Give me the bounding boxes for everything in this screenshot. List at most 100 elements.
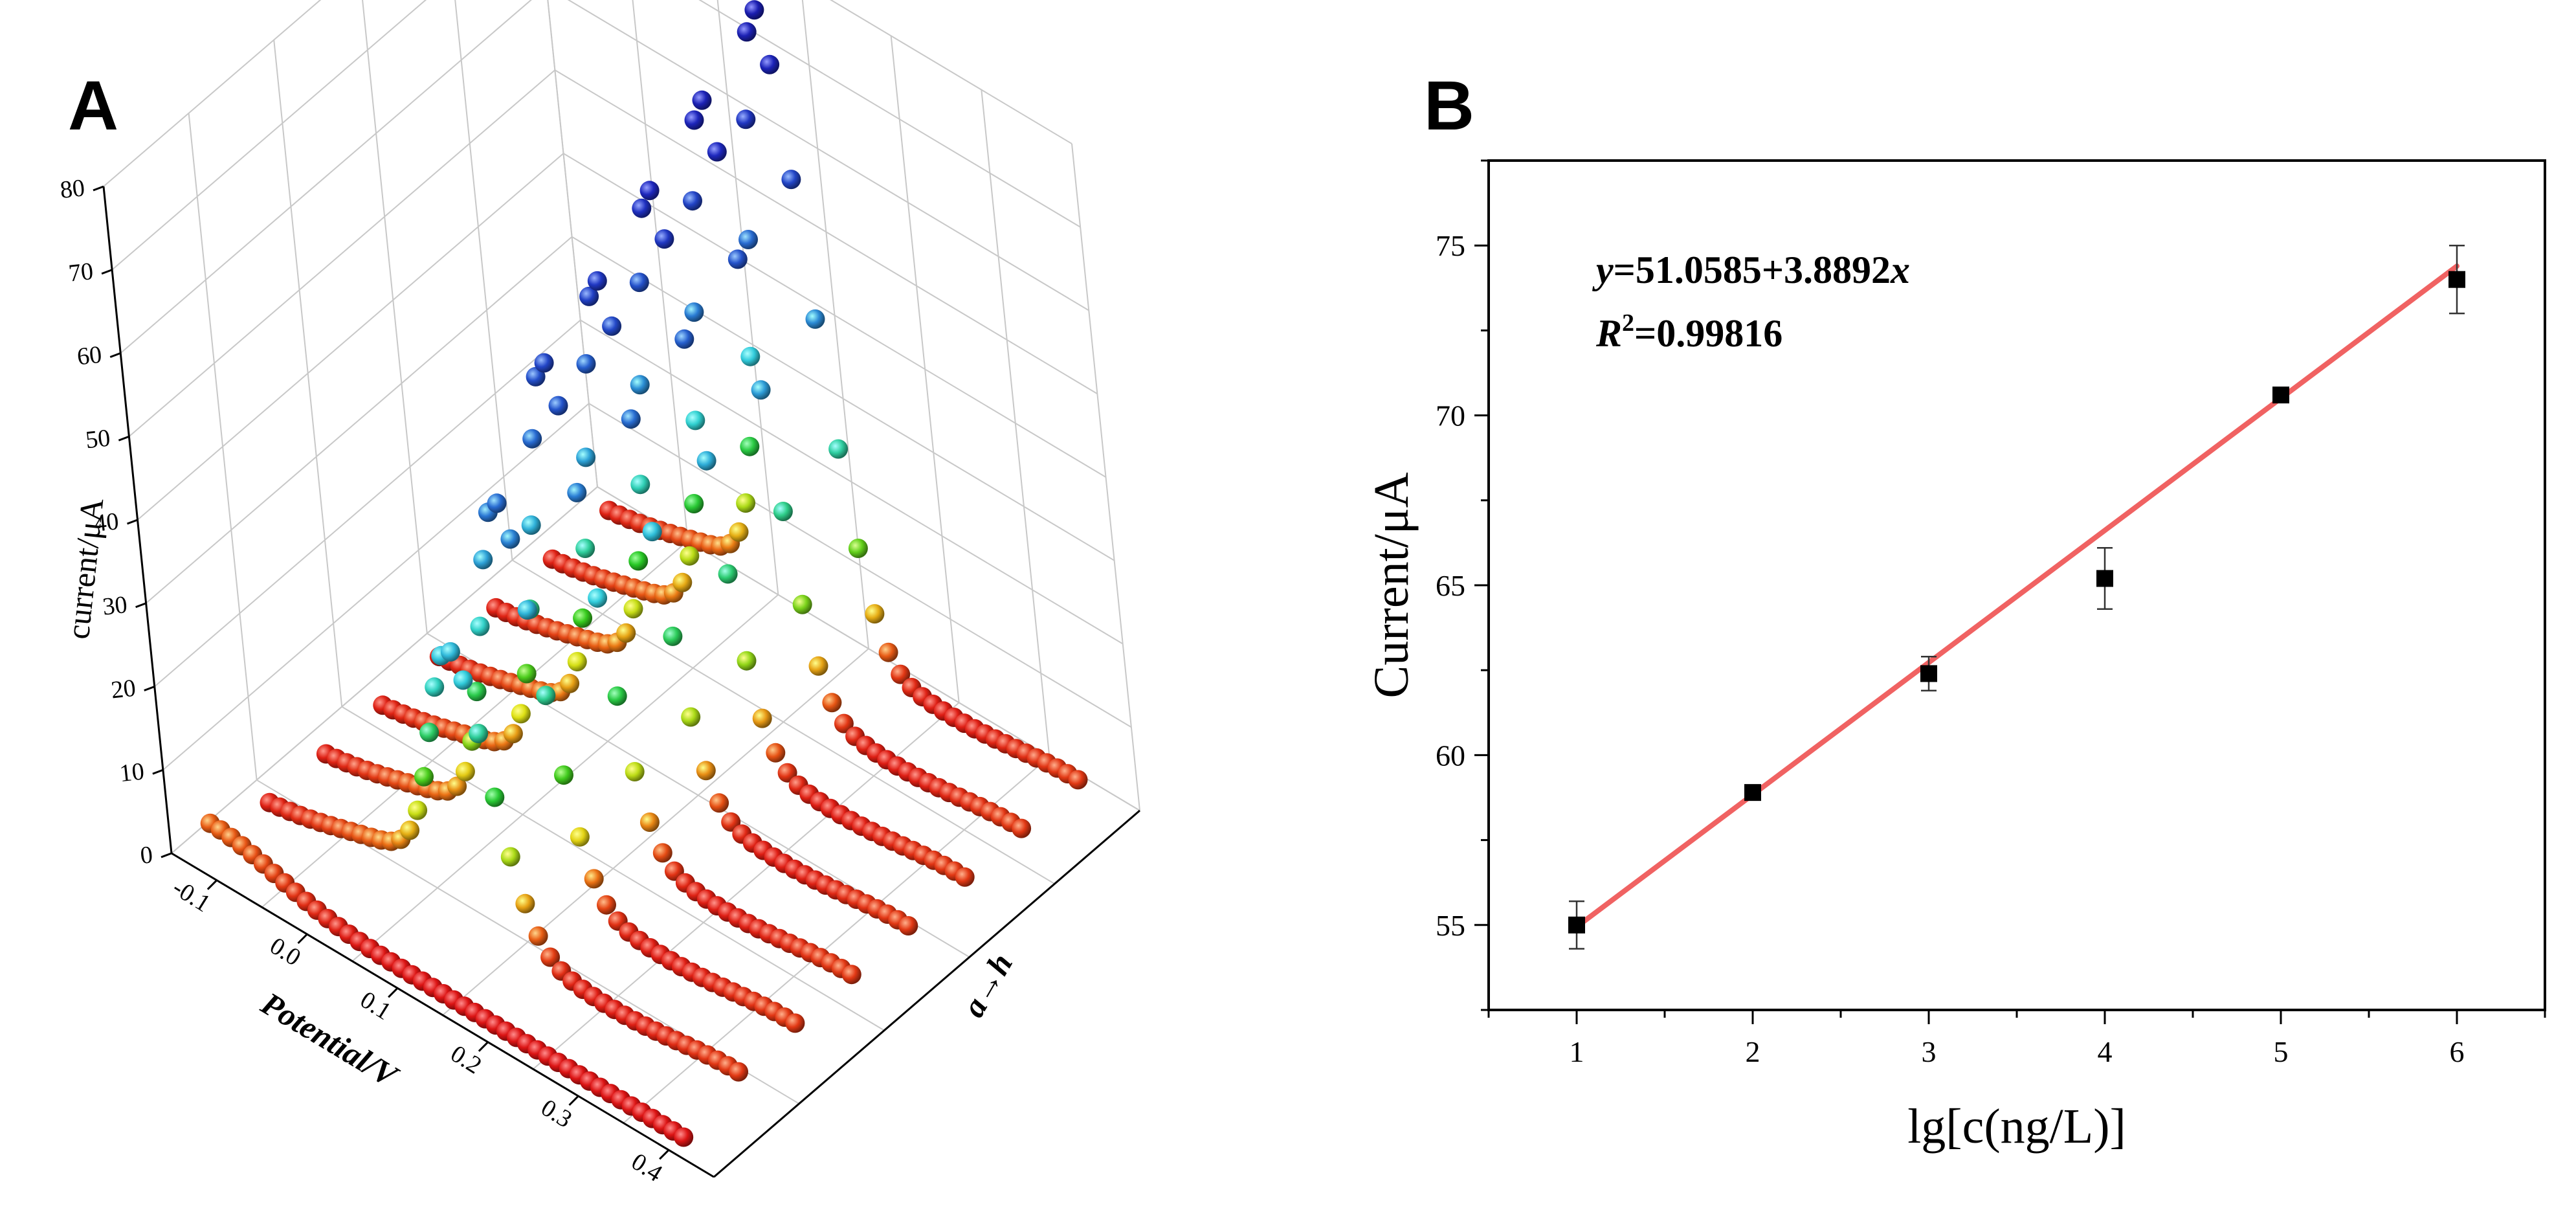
data-point-group [2448,244,2465,315]
data-sphere [841,965,861,985]
z-tick [118,435,129,442]
grid-line [1071,143,1140,811]
grid-line [128,69,556,438]
grid-line [801,0,869,649]
data-sphere [554,765,573,785]
grid-line [120,0,532,354]
data-point-group [1920,655,1937,691]
data-sphere [785,1013,805,1033]
data-sphere [503,724,523,744]
x-tick [206,879,217,890]
data-sphere [500,529,520,549]
data-sphere [621,409,641,429]
data-sphere [540,947,561,967]
data-sphere [522,429,542,449]
x-tick-label: 0.2 [446,1040,487,1080]
z-tick [101,269,113,275]
grid-line [103,0,322,187]
data-sphere [848,539,868,558]
equation-x: x [1890,249,1910,291]
data-sphere [623,599,643,619]
data-sphere [500,847,520,867]
data-sphere [467,682,487,702]
x-tick-label: 0.0 [265,932,305,972]
data-point-group [1744,784,1761,801]
panel-b-ticks: 55 60 65 70 75 1 2 3 4 5 6 [1436,159,2546,1068]
panel-b-fit-line [1574,263,2459,930]
z-tick-label: 80 [59,174,86,204]
panel-letter-a: A [68,66,118,144]
data-point-group [2096,547,2113,610]
data-sphere [534,353,554,373]
grid-line [698,0,1081,228]
x-tick [659,1149,670,1160]
data-point [1568,916,1585,934]
data-sphere [511,704,531,724]
r2-r: R [1595,312,1622,355]
data-sphere [639,812,660,832]
x-tick [297,933,308,945]
equation-coefficients: =51.0585+3.8892 [1614,249,1891,291]
grid-line [171,486,598,854]
panel-a-y-axis-label: a→h [955,947,1019,1023]
grid-line [154,319,581,688]
grid-line [341,706,885,1031]
regression-equation: y=51.0585+3.8892x [1592,249,1910,291]
series-h [599,0,1088,790]
data-sphere [736,109,756,129]
data-sphere [828,439,849,459]
y-tick-label: 60 [1436,739,1465,772]
data-sphere [955,867,975,887]
data-sphere [663,626,683,646]
grid-line [511,559,1055,885]
data-sphere [709,793,729,813]
data-sphere [737,651,757,671]
data-sphere [878,642,898,662]
grid-line [890,36,960,703]
data-sphere [485,787,505,807]
x-tick-label: 6 [2450,1035,2465,1068]
data-sphere [447,776,467,796]
data-sphere [453,670,473,690]
data-point [1744,784,1761,801]
grid-line [981,89,1050,757]
panel-b-calibration-chart: B 55 60 65 70 75 1 2 3 4 5 6 lg[c(ng/L)] Current/μ… [1364,66,2546,1154]
data-sphere [576,447,596,467]
data-sphere [414,767,434,787]
data-sphere [674,329,694,349]
data-sphere [684,110,704,130]
data-sphere [587,271,607,291]
data-sphere [740,436,760,456]
z-tick-label: 30 [101,591,128,621]
x-tick-label: 0.1 [355,986,396,1025]
series-g [542,90,1032,838]
data-sphere [792,594,812,614]
panel-a-curves [200,0,1088,1147]
grid-line [111,0,427,271]
data-sphere [736,493,756,513]
data-sphere [692,90,712,110]
data-point-group [1568,900,1585,950]
data-sphere [570,827,590,847]
data-sphere [766,743,786,763]
data-sphere [674,1127,694,1147]
z-tick-label: 20 [110,675,137,704]
data-sphere [607,686,627,706]
x-tick-label: 0.4 [627,1148,667,1187]
data-sphere [822,693,842,713]
data-sphere [1068,770,1088,790]
data-sphere [602,316,622,336]
grid-line [273,39,343,707]
data-sphere [737,22,757,42]
data-sphere [729,1062,748,1082]
equation-y: y [1592,249,1614,291]
y-tick-label: 65 [1436,569,1465,602]
grid-line [829,0,1072,144]
data-point [2096,570,2113,587]
data-sphere [469,724,489,743]
grid-line [442,648,869,1016]
data-sphere [470,616,490,636]
z-tick-label: 60 [76,341,103,371]
data-sphere [654,229,674,249]
z-tick [161,852,172,858]
